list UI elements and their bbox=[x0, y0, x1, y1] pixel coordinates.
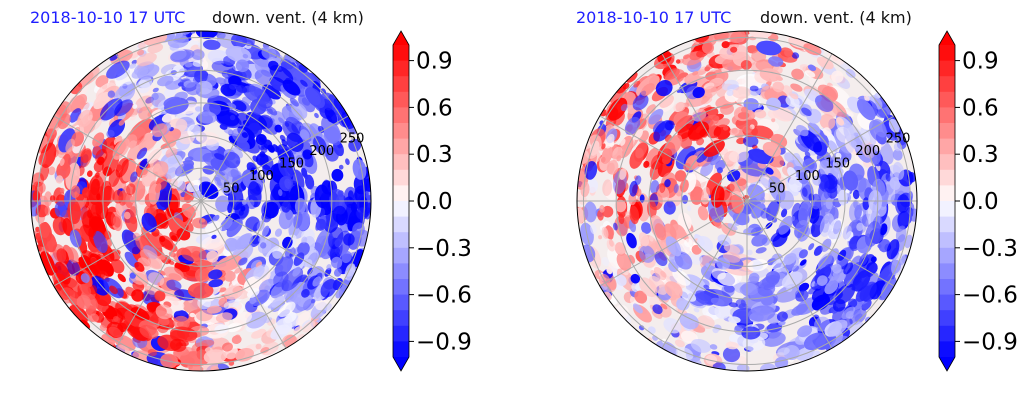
colorbar-extend-max bbox=[393, 31, 409, 45]
radial-tick-label: 200 bbox=[855, 144, 880, 159]
colorbar-extend-max bbox=[939, 31, 955, 45]
colorbar-segment bbox=[393, 185, 409, 202]
colorbar-segment bbox=[393, 325, 409, 342]
colorbar-segment bbox=[393, 107, 409, 124]
angular-grid-line bbox=[746, 53, 833, 202]
angular-grid-line bbox=[661, 53, 748, 202]
polar-grid bbox=[31, 31, 371, 371]
angular-grid-line bbox=[746, 200, 833, 349]
colorbar-tick-label: −0.9 bbox=[416, 329, 472, 355]
colorbar-segment bbox=[939, 123, 955, 140]
colorbar-segment bbox=[939, 341, 955, 358]
colorbar-segment bbox=[939, 325, 955, 342]
angular-grid-line bbox=[746, 200, 895, 287]
colorbar-tick-label: 0.9 bbox=[416, 49, 453, 75]
colorbar-tick-label: −0.9 bbox=[962, 329, 1018, 355]
radial-tick-label: 50 bbox=[223, 182, 240, 197]
colorbar-segment bbox=[393, 247, 409, 264]
colorbar-segment bbox=[939, 60, 955, 77]
colorbar-segment bbox=[393, 341, 409, 358]
angular-grid-line bbox=[115, 200, 202, 349]
colorbar-tick-label: −0.6 bbox=[962, 283, 1018, 309]
colorbar-tick-label: −0.3 bbox=[416, 236, 472, 262]
colorbar-segment bbox=[939, 247, 955, 264]
colorbar-tick-label: 0.0 bbox=[416, 189, 453, 215]
colorbar-tick-label: 0.3 bbox=[962, 142, 999, 168]
colorbar-segment bbox=[393, 154, 409, 171]
colorbar-outline bbox=[392, 30, 410, 372]
radial-tick-label: 150 bbox=[825, 157, 850, 172]
colorbar-segment bbox=[939, 310, 955, 327]
angular-grid-line bbox=[746, 115, 895, 202]
colorbar-tick-label: −0.6 bbox=[416, 283, 472, 309]
colorbar: 0.9 0.6 0.3 0.0 −0.3 −0.6 −0.9 bbox=[392, 30, 472, 372]
angular-grid-line bbox=[599, 115, 748, 202]
colorbar-extend-min bbox=[939, 357, 955, 371]
colorbar-segment bbox=[393, 216, 409, 233]
angular-grid-line bbox=[200, 200, 287, 349]
panel-left: 2018-10-10 17 UTC down. vent. (4 km) 50 1… bbox=[30, 8, 472, 372]
colorbar-segment bbox=[393, 138, 409, 155]
colorbar-segment bbox=[393, 294, 409, 311]
colorbar-segment bbox=[939, 216, 955, 233]
colorbar-segment bbox=[939, 185, 955, 202]
radial-tick-label: 200 bbox=[309, 144, 334, 159]
polar-grid bbox=[577, 31, 917, 371]
radial-tick-label: 100 bbox=[795, 169, 820, 184]
colorbar-segment bbox=[939, 263, 955, 280]
colorbar-tick-label: 0.3 bbox=[416, 142, 453, 168]
colorbar-segment bbox=[939, 91, 955, 108]
angular-grid-line bbox=[115, 53, 202, 202]
colorbar-segment bbox=[393, 169, 409, 186]
colorbar-segment bbox=[939, 294, 955, 311]
colorbar-segment bbox=[393, 201, 409, 218]
colorbar-segment bbox=[939, 232, 955, 249]
panel-date-title: 2018-10-10 17 UTC bbox=[576, 8, 732, 27]
radial-tick-label: 50 bbox=[769, 182, 786, 197]
colorbar-segment bbox=[393, 60, 409, 77]
colorbar-outline bbox=[938, 30, 956, 372]
field-pattern bbox=[577, 31, 917, 371]
colorbar: 0.9 0.6 0.3 0.0 −0.3 −0.6 −0.9 bbox=[938, 30, 1018, 372]
colorbar-segment bbox=[939, 138, 955, 155]
colorbar-tick-label: 0.6 bbox=[962, 95, 999, 121]
panel-date-title: 2018-10-10 17 UTC bbox=[30, 8, 186, 27]
angular-grid-line bbox=[53, 200, 202, 287]
radial-tick-label: 100 bbox=[249, 169, 274, 184]
colorbar-tick-label: −0.3 bbox=[962, 236, 1018, 262]
colorbar-segment bbox=[393, 91, 409, 108]
polar-frame bbox=[30, 30, 372, 372]
angular-grid-line bbox=[599, 200, 748, 287]
colorbar-segment bbox=[393, 232, 409, 249]
colorbar-segment bbox=[939, 107, 955, 124]
colorbar-segment bbox=[393, 76, 409, 93]
colorbar-segment bbox=[939, 279, 955, 296]
colorbar-segment bbox=[393, 279, 409, 296]
colorbar-extend-min bbox=[393, 357, 409, 371]
colorbar-segment bbox=[393, 123, 409, 140]
colorbar-segment bbox=[939, 45, 955, 62]
angular-grid-line bbox=[200, 200, 349, 287]
colorbar-segment bbox=[393, 263, 409, 280]
colorbar-segment bbox=[393, 45, 409, 62]
panel-right: 2018-10-10 17 UTC down. vent. (4 km) 50 1… bbox=[546, 0, 1036, 401]
panel-variable-title: down. vent. (4 km) bbox=[212, 8, 364, 27]
colorbar-segment bbox=[939, 154, 955, 171]
angular-grid-line bbox=[661, 200, 748, 349]
radial-tick-label: 150 bbox=[279, 157, 304, 172]
colorbar-segment bbox=[939, 76, 955, 93]
angular-grid-line bbox=[200, 115, 349, 202]
angular-grid-line bbox=[200, 53, 287, 202]
colorbar-segment bbox=[939, 169, 955, 186]
panel-variable-title: down. vent. (4 km) bbox=[760, 8, 912, 27]
polar-frame bbox=[576, 30, 918, 372]
colorbar-tick-label: 0.0 bbox=[962, 189, 999, 215]
colorbar-segment bbox=[939, 201, 955, 218]
colorbar-tick-label: 0.6 bbox=[416, 95, 453, 121]
angular-grid-line bbox=[53, 115, 202, 202]
colorbar-tick-label: 0.9 bbox=[962, 49, 999, 75]
colorbar-segment bbox=[393, 310, 409, 327]
